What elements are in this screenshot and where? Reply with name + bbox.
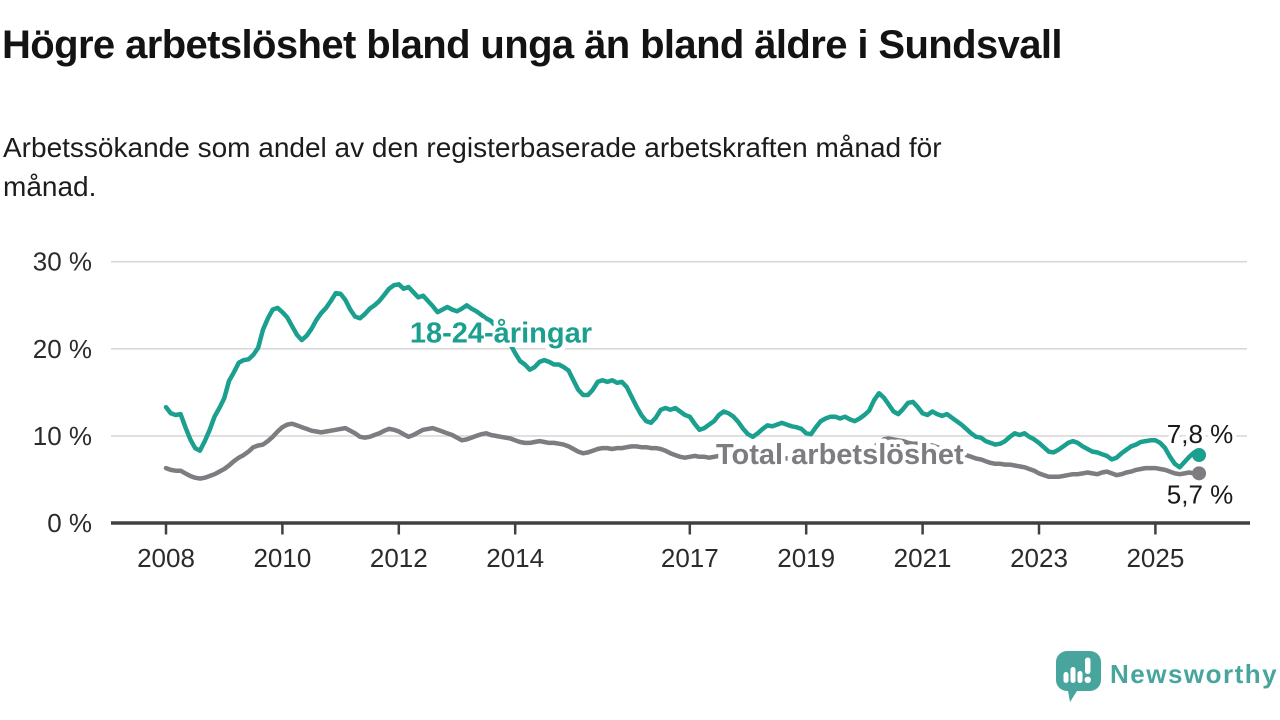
series-label: 18-24-åringar bbox=[410, 318, 592, 350]
y-tick-label: 10 % bbox=[33, 421, 92, 451]
subtitle-line-2: månad. bbox=[3, 171, 97, 202]
newsworthy-logo-text: Newsworthy bbox=[1110, 659, 1279, 689]
series-label: Total arbetslöshet bbox=[716, 439, 964, 471]
series-end-value: 5,7 % bbox=[1167, 479, 1234, 509]
logo-bar-3 bbox=[1077, 671, 1083, 683]
logo-bar-2 bbox=[1070, 667, 1076, 683]
newsworthy-logo-icon bbox=[1056, 651, 1101, 702]
y-tick-label: 20 % bbox=[33, 334, 92, 364]
x-tick-label: 2021 bbox=[894, 543, 952, 573]
series-line bbox=[163, 282, 1202, 470]
logo-exclamation-bar bbox=[1085, 657, 1091, 674]
series-end-dot bbox=[1192, 466, 1207, 481]
subtitle-line-1: Arbetssökande som andel av den registerb… bbox=[3, 132, 942, 163]
x-tick-label: 2025 bbox=[1126, 543, 1184, 573]
logo-bar-1 bbox=[1063, 672, 1069, 683]
x-tick-label: 2023 bbox=[1010, 543, 1068, 573]
x-tick-label: 2010 bbox=[253, 543, 311, 573]
x-tick-label: 2014 bbox=[486, 543, 544, 573]
x-tick-label: 2008 bbox=[137, 543, 195, 573]
series-line bbox=[163, 421, 1202, 481]
x-tick-label: 2012 bbox=[370, 543, 428, 573]
y-tick-label: 30 % bbox=[33, 247, 92, 277]
x-tick-label: 2017 bbox=[661, 543, 719, 573]
x-tick-label: 2019 bbox=[777, 543, 835, 573]
chart-subtitle: Arbetssökande som andel av den registerb… bbox=[3, 128, 942, 206]
series-end-value: 7,8 % bbox=[1167, 419, 1234, 449]
y-tick-label: 0 % bbox=[47, 508, 92, 538]
logo-exclamation-dot bbox=[1084, 676, 1091, 683]
newsworthy-logo: Newsworthy bbox=[1055, 650, 1278, 704]
series-end-dot bbox=[1192, 448, 1207, 463]
page-title: Högre arbetslöshet bland unga än bland ä… bbox=[2, 23, 1063, 67]
